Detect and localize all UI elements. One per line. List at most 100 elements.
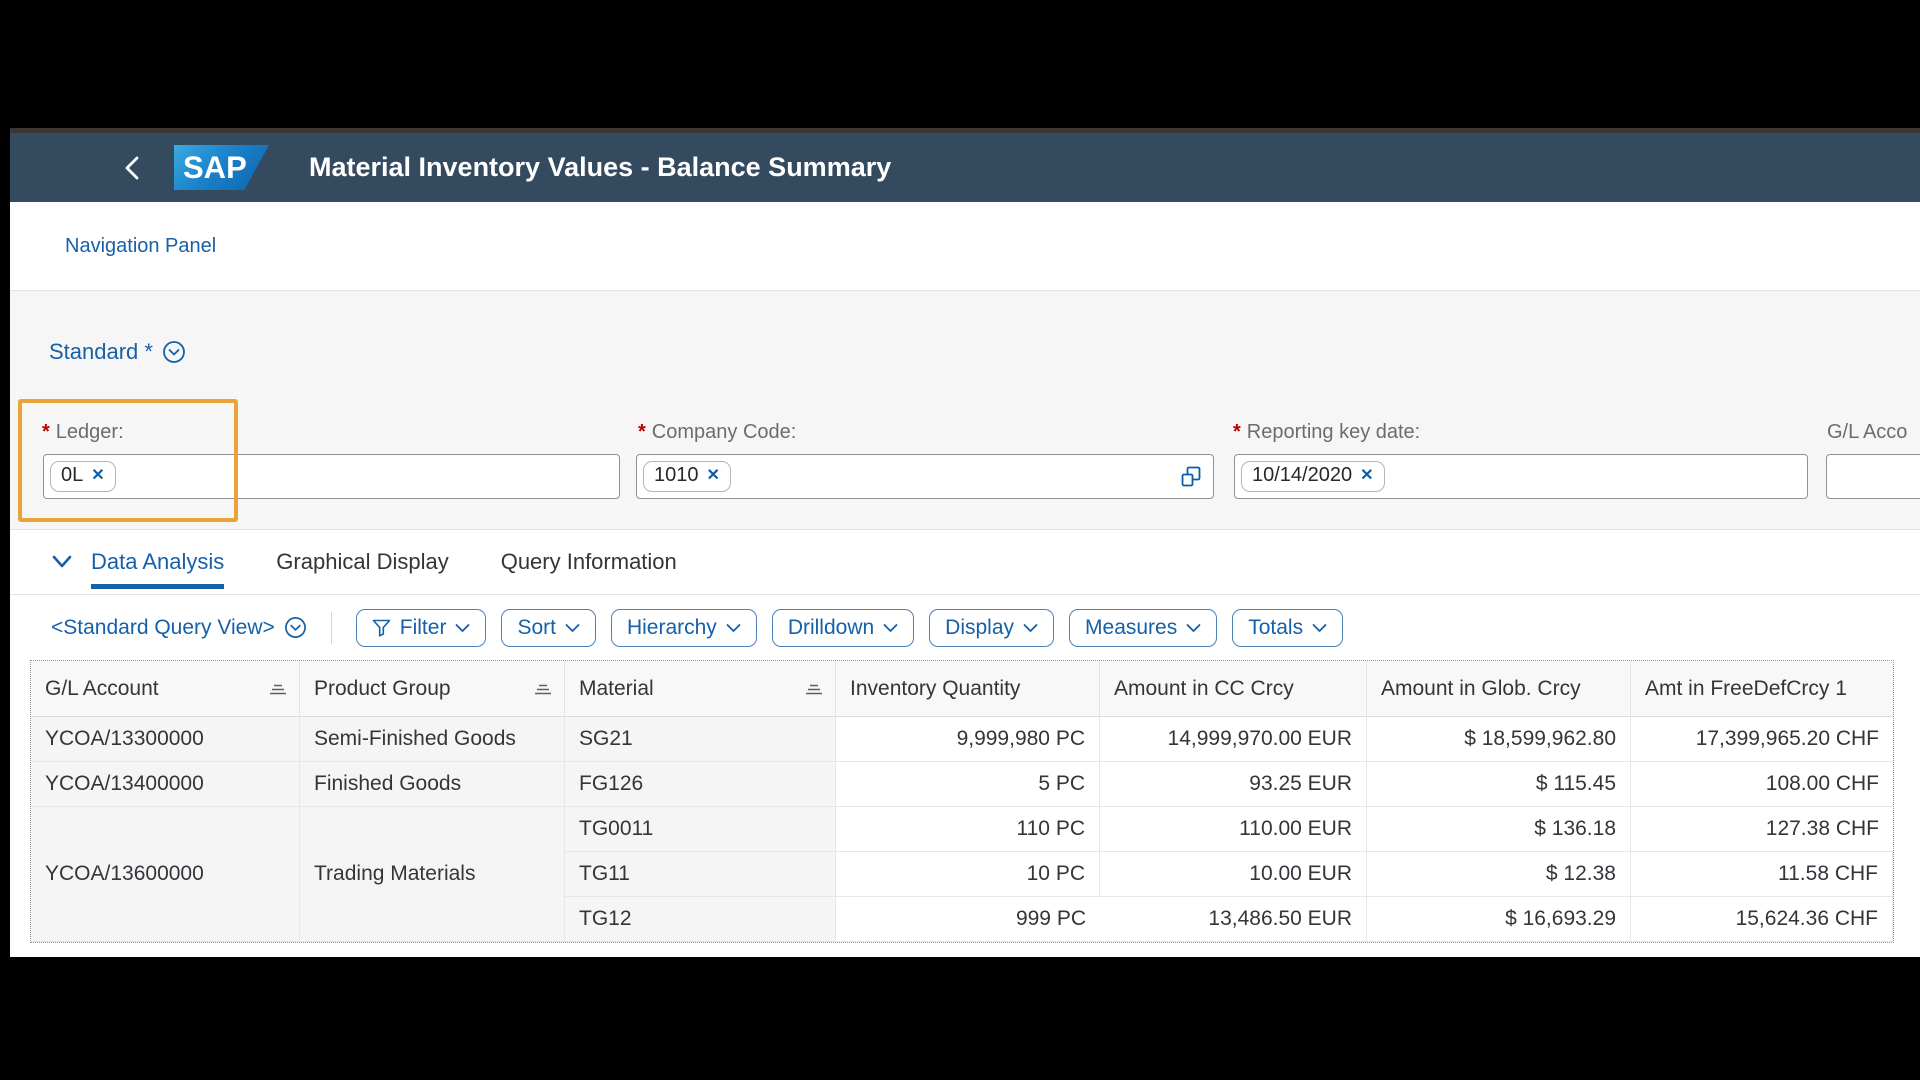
application-window: SAP Material Inventory Values - Balance … bbox=[10, 128, 1920, 957]
sort-lines-icon bbox=[270, 684, 286, 694]
cell-amount-glob: $ 115.45 bbox=[1367, 762, 1631, 807]
sort-button[interactable]: Sort bbox=[501, 608, 596, 647]
cell-inventory-quantity: 5 PC bbox=[836, 762, 1100, 807]
chevron-down-circle-icon bbox=[163, 341, 185, 363]
column-header-material[interactable]: Material bbox=[565, 661, 836, 717]
chevron-down-icon bbox=[883, 623, 898, 632]
gl-account-filter-label: G/L Acco bbox=[1827, 421, 1908, 443]
chevron-down-circle-icon bbox=[284, 617, 306, 638]
cell-amount-free: 127.38 CHF bbox=[1631, 807, 1893, 852]
column-header-amount-cc[interactable]: Amount in CC Crcy bbox=[1100, 661, 1367, 717]
cell-inventory-quantity: 10 PC bbox=[836, 852, 1100, 897]
required-marker: * bbox=[638, 421, 646, 443]
query-view-label: <Standard Query View> bbox=[51, 615, 275, 639]
ledger-token[interactable]: 0L ✕ bbox=[50, 461, 116, 492]
cell-gl-account[interactable]: YCOA/13400000 bbox=[31, 762, 300, 807]
cell-amount-glob: $ 12.38 bbox=[1367, 852, 1631, 897]
tab-data-analysis[interactable]: Data Analysis bbox=[91, 530, 225, 595]
navigation-panel-link[interactable]: Navigation Panel bbox=[65, 234, 217, 257]
sap-logo-text: SAP bbox=[183, 149, 247, 185]
company-code-token[interactable]: 1010 ✕ bbox=[643, 461, 731, 492]
filter-bar: Standard * * Ledger: 0L ✕ * Company Code: … bbox=[10, 290, 1920, 530]
collapse-chevron-icon[interactable] bbox=[50, 552, 74, 572]
company-code-label: * Company Code: bbox=[638, 421, 797, 443]
cell-inventory-quantity: 9,999,980 PC bbox=[836, 717, 1100, 762]
variant-selector[interactable]: Standard * bbox=[49, 339, 186, 365]
cell-inventory-quantity: 999 PC bbox=[836, 897, 1100, 942]
column-header-inventory-quantity[interactable]: Inventory Quantity bbox=[836, 661, 1100, 717]
measures-button[interactable]: Measures bbox=[1069, 608, 1218, 647]
ledger-label: * Ledger: bbox=[42, 421, 124, 443]
cell-amount-cc: 13,486.50 EUR bbox=[1100, 897, 1367, 942]
cell-material[interactable]: TG0011 bbox=[565, 807, 836, 852]
chevron-left-icon bbox=[125, 156, 139, 179]
sort-lines-icon bbox=[535, 684, 551, 694]
reporting-date-token[interactable]: 10/14/2020 ✕ bbox=[1241, 461, 1385, 492]
tab-graphical-display[interactable]: Graphical Display bbox=[276, 549, 449, 574]
back-button[interactable] bbox=[114, 148, 150, 188]
cell-product-group[interactable]: Finished Goods bbox=[300, 762, 565, 807]
chevron-down-icon bbox=[1023, 623, 1038, 632]
cell-material[interactable]: TG11 bbox=[565, 852, 836, 897]
cell-material[interactable]: SG21 bbox=[565, 717, 836, 762]
chevron-down-icon bbox=[726, 623, 741, 632]
table-body: YCOA/13300000 Semi-Finished Goods SG21 9… bbox=[31, 717, 1893, 942]
required-marker: * bbox=[42, 421, 50, 443]
query-view-selector[interactable]: <Standard Query View> bbox=[51, 616, 307, 640]
value-help-icon[interactable] bbox=[1179, 465, 1203, 489]
chevron-down-icon bbox=[1186, 623, 1201, 632]
cell-gl-account-merged[interactable]: YCOA/13600000 bbox=[31, 807, 300, 942]
cell-amount-free: 11.58 CHF bbox=[1631, 852, 1893, 897]
page-title: Material Inventory Values - Balance Summ… bbox=[309, 152, 892, 182]
table-area: G/L Account Product Group Material bbox=[10, 660, 1920, 957]
table-header-row: G/L Account Product Group Material bbox=[31, 661, 1893, 717]
required-marker: * bbox=[1233, 421, 1241, 443]
tab-query-information[interactable]: Query Information bbox=[500, 549, 677, 574]
cell-product-group[interactable]: Semi-Finished Goods bbox=[300, 717, 565, 762]
chevron-down-icon bbox=[1312, 623, 1327, 632]
filter-button[interactable]: Filter bbox=[355, 608, 487, 647]
cell-material[interactable]: TG12 bbox=[565, 897, 836, 942]
totals-button[interactable]: Totals bbox=[1232, 608, 1344, 647]
cell-gl-account[interactable]: YCOA/13300000 bbox=[31, 717, 300, 762]
cell-product-group-merged[interactable]: Trading Materials bbox=[300, 807, 565, 942]
reporting-key-date-label: * Reporting key date: bbox=[1233, 421, 1421, 443]
chevron-down-icon bbox=[456, 623, 470, 632]
cell-amount-free: 15,624.36 CHF bbox=[1631, 897, 1893, 942]
cell-amount-free: 17,399,965.20 CHF bbox=[1631, 717, 1893, 762]
cell-inventory-quantity: 110 PC bbox=[836, 807, 1100, 852]
gl-account-filter-input[interactable] bbox=[1826, 454, 1920, 499]
data-table: G/L Account Product Group Material bbox=[30, 660, 1894, 943]
sap-logo: SAP bbox=[174, 145, 269, 190]
funnel-icon bbox=[372, 619, 391, 637]
column-header-amount-glob[interactable]: Amount in Glob. Crcy bbox=[1367, 661, 1631, 717]
cell-amount-free: 108.00 CHF bbox=[1631, 762, 1893, 807]
toolbar-separator bbox=[330, 611, 332, 644]
navigation-band: Navigation Panel bbox=[10, 202, 1920, 290]
reporting-key-date-input[interactable]: 10/14/2020 ✕ bbox=[1234, 454, 1808, 499]
display-button[interactable]: Display bbox=[929, 608, 1055, 647]
cell-material[interactable]: FG126 bbox=[565, 762, 836, 807]
table-toolbar: <Standard Query View> Filter Sort Hierar… bbox=[10, 595, 1920, 660]
token-remove-icon[interactable]: ✕ bbox=[91, 466, 105, 484]
token-remove-icon[interactable]: ✕ bbox=[706, 466, 720, 484]
cell-amount-cc: 110.00 EUR bbox=[1100, 807, 1367, 852]
variant-label: Standard * bbox=[49, 339, 153, 364]
token-remove-icon[interactable]: ✕ bbox=[1360, 466, 1374, 484]
cell-amount-glob: $ 18,599,962.80 bbox=[1367, 717, 1631, 762]
column-header-gl-account[interactable]: G/L Account bbox=[31, 661, 300, 717]
column-header-freedefcrcy[interactable]: Amt in FreeDefCrcy 1 bbox=[1631, 661, 1893, 717]
cell-amount-glob: $ 136.18 bbox=[1367, 807, 1631, 852]
cell-amount-cc: 14,999,970.00 EUR bbox=[1100, 717, 1367, 762]
company-code-input[interactable]: 1010 ✕ bbox=[636, 454, 1214, 499]
tab-strip: Data Analysis Graphical Display Query In… bbox=[10, 530, 1920, 595]
column-header-product-group[interactable]: Product Group bbox=[300, 661, 565, 717]
hierarchy-button[interactable]: Hierarchy bbox=[610, 608, 757, 647]
cell-amount-glob: $ 16,693.29 bbox=[1367, 897, 1631, 942]
shell-header: SAP Material Inventory Values - Balance … bbox=[10, 133, 1920, 202]
cell-amount-cc: 10.00 EUR bbox=[1100, 852, 1367, 897]
ledger-input[interactable]: 0L ✕ bbox=[43, 454, 620, 499]
cell-amount-cc: 93.25 EUR bbox=[1100, 762, 1367, 807]
chevron-down-icon bbox=[565, 623, 580, 632]
drilldown-button[interactable]: Drilldown bbox=[771, 608, 915, 647]
